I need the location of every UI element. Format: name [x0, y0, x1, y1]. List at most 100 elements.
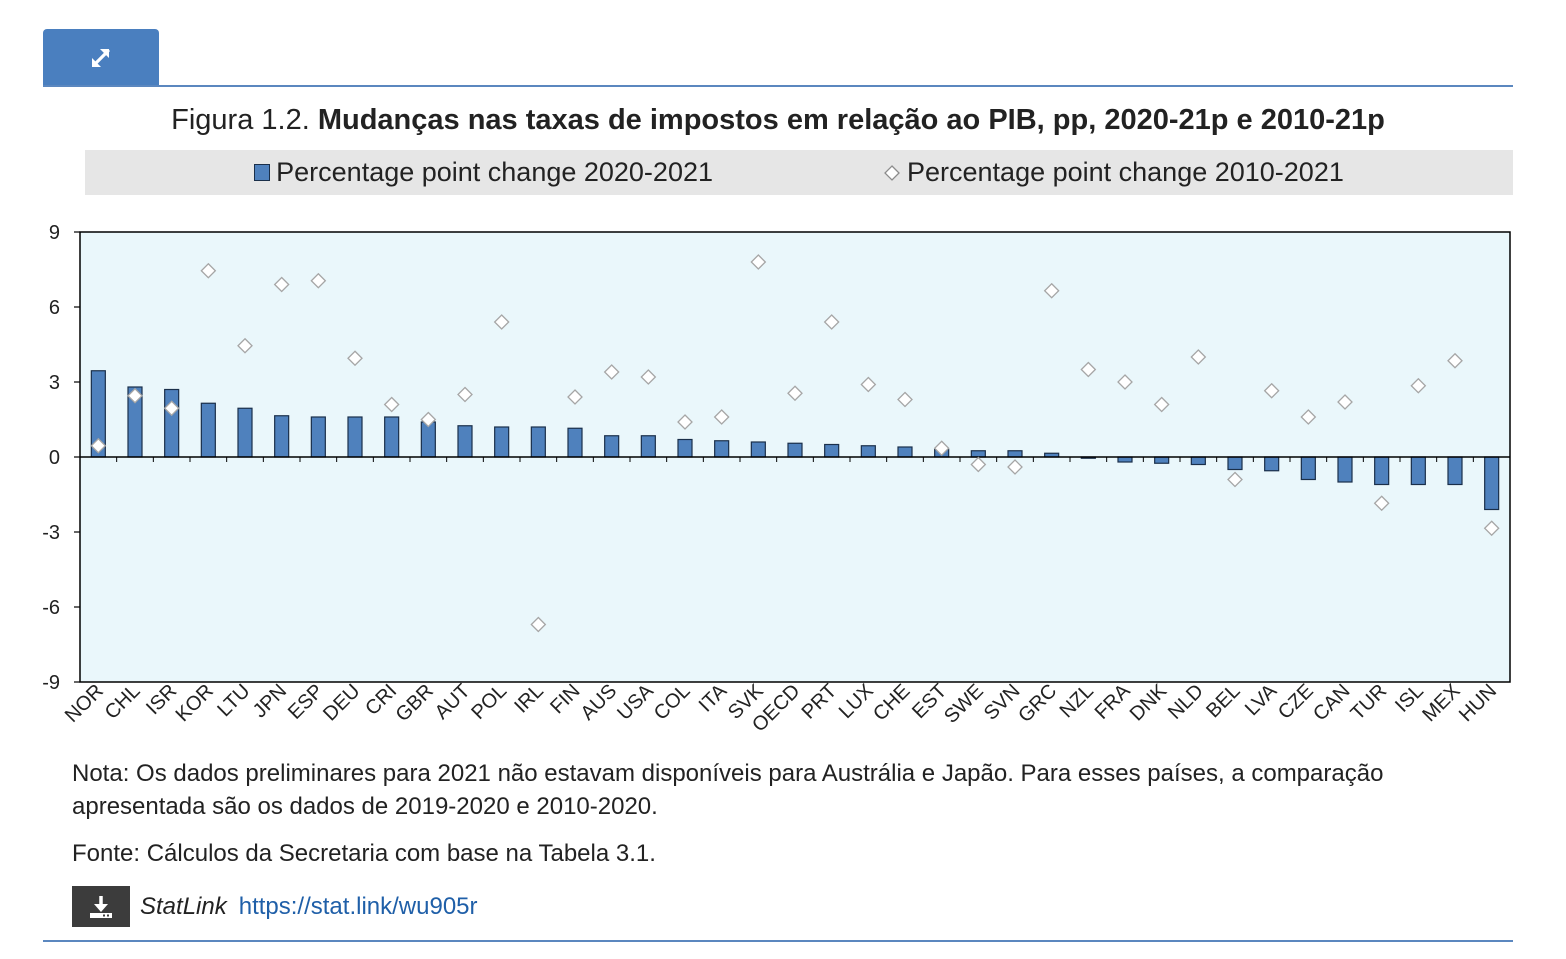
- bar-svn: [1007, 450, 1023, 458]
- bar-ltu: [237, 407, 253, 458]
- x-tick-label: PRT: [798, 680, 842, 724]
- x-tick-label: CHE: [869, 680, 914, 725]
- x-tick-label: USA: [613, 680, 658, 725]
- x-tick-label: HUN: [1455, 680, 1501, 726]
- x-tick-label: DEU: [319, 680, 364, 725]
- x-tick-label: LVA: [1241, 680, 1282, 721]
- bar-irl: [530, 426, 546, 458]
- figure-title: Figura 1.2. Mudanças nas taxas de impost…: [43, 100, 1513, 140]
- x-tick-label: JPN: [249, 680, 291, 722]
- bar-hun: [1484, 456, 1500, 511]
- diamond-che: [897, 391, 913, 408]
- bar-esp: [310, 416, 326, 458]
- diamond-cri: [383, 396, 400, 413]
- diamond-pol: [493, 314, 510, 330]
- x-tick-label: BEL: [1202, 680, 1244, 722]
- diamond-svn: [1007, 459, 1023, 475]
- statlink-row: StatLink https://stat.link/wu905r: [72, 886, 478, 927]
- bar-bel: [1227, 456, 1243, 471]
- x-tick-label: FRA: [1091, 680, 1135, 724]
- diamond-oecd: [787, 385, 803, 402]
- diamond-ltu: [237, 337, 253, 354]
- figure-title-text: Mudanças nas taxas de impostos em relaçã…: [317, 104, 1385, 136]
- x-tick-label: COL: [650, 680, 695, 725]
- diamond-gbr: [420, 411, 437, 428]
- download-button[interactable]: [72, 886, 130, 927]
- bar-nld: [1190, 456, 1206, 466]
- diamond-aut: [457, 386, 473, 403]
- x-tick-label: CZE: [1274, 680, 1318, 724]
- note-text: Nota: Os dados preliminares para 2021 nã…: [72, 760, 1384, 820]
- diamond-hun: [1483, 520, 1500, 537]
- diamond-svk: [750, 254, 767, 270]
- diamond-mex: [1447, 352, 1463, 369]
- y-tick-label: -6: [42, 597, 60, 619]
- diamond-col: [677, 414, 693, 430]
- x-tick-label: NOR: [61, 680, 108, 727]
- statlink-url[interactable]: https://stat.link/wu905r: [238, 892, 478, 920]
- bar-isl: [1410, 456, 1426, 486]
- diamond-chl: [127, 387, 143, 404]
- statlink-label: StatLink: [140, 892, 227, 920]
- x-tick-label: SWE: [940, 680, 988, 728]
- y-tick-label: 9: [49, 222, 60, 244]
- y-tick-label: -3: [42, 522, 60, 544]
- source-text: Fonte: Cálculos da Secretaria com base n…: [72, 840, 656, 867]
- diamond-irl: [530, 616, 547, 633]
- bottom-rule: [43, 940, 1513, 942]
- bar-aut: [457, 425, 473, 458]
- x-tick-label: NLD: [1164, 680, 1208, 724]
- bar-swe: [970, 450, 986, 458]
- diamond-nzl: [1080, 361, 1097, 378]
- figure-label: Figura 1.2.: [171, 104, 310, 136]
- bar-lva: [1264, 456, 1280, 472]
- bar-lux: [860, 445, 876, 458]
- x-tick-label: CAN: [1309, 680, 1354, 725]
- top-rule: [43, 85, 1513, 87]
- x-tick-label: DNK: [1126, 680, 1172, 726]
- bar-usa: [640, 435, 656, 458]
- y-tick-label: 6: [49, 297, 60, 319]
- chart-legend: Percentage point change 2020-2021 Percen…: [85, 150, 1513, 195]
- diamond-kor: [200, 262, 217, 279]
- diamond-fin: [567, 389, 583, 405]
- diamond-lva: [1263, 382, 1280, 399]
- legend-diamond-swatch: [884, 164, 900, 181]
- diamond-prt: [823, 314, 840, 330]
- x-tick-label: AUS: [577, 680, 622, 725]
- expand-icon: [92, 48, 110, 67]
- diamond-swe: [970, 456, 987, 473]
- y-tick-label: 0: [49, 447, 60, 469]
- diamond-usa: [640, 369, 657, 385]
- diamond-lux: [860, 376, 877, 393]
- x-tick-label: LUX: [835, 680, 878, 723]
- bar-col: [677, 438, 693, 458]
- diamond-grc: [1043, 282, 1060, 299]
- legend-bar-label: Percentage point change 2020-2021: [276, 157, 713, 187]
- bar-ita: [714, 440, 730, 458]
- y-tick-label: 3: [49, 372, 60, 394]
- legend-diamond-label: Percentage point change 2010-2021: [907, 157, 1344, 187]
- plot-frame: [79, 231, 1511, 683]
- bar-pol: [494, 426, 510, 458]
- x-tick-label: MEX: [1418, 680, 1464, 726]
- bar-tur: [1374, 456, 1390, 486]
- x-tick-label: CHL: [101, 680, 145, 724]
- diamond-dnk: [1153, 396, 1170, 413]
- bar-mex: [1447, 456, 1463, 486]
- expand-button[interactable]: [43, 29, 159, 86]
- x-tick-label: GBR: [392, 680, 438, 726]
- bar-dnk: [1154, 456, 1170, 464]
- download-icon: [90, 895, 112, 918]
- bar-che: [897, 446, 913, 458]
- legend-bar-swatch: [254, 164, 271, 181]
- bar-fin: [567, 427, 583, 458]
- diamond-can: [1337, 394, 1353, 410]
- diamond-aus: [603, 364, 620, 380]
- diamond-cze: [1300, 409, 1317, 425]
- x-tick-label: NZL: [1056, 680, 1098, 722]
- diamond-isr: [163, 400, 180, 417]
- legend-item-bars: Percentage point change 2020-2021: [254, 157, 713, 188]
- bar-isr: [164, 388, 180, 458]
